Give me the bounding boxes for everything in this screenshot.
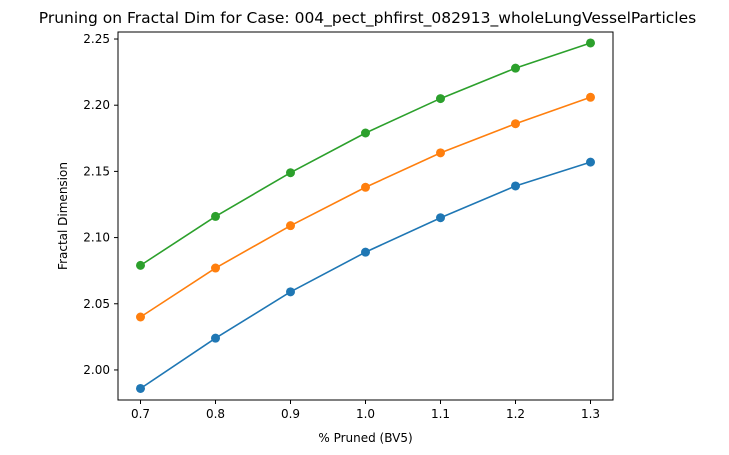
data-point [211, 211, 220, 221]
x-tick-label: 1.3 [581, 407, 600, 421]
series-2 [136, 92, 595, 322]
x-tick-label: 1.0 [356, 407, 375, 421]
data-point [211, 333, 220, 343]
data-point [286, 287, 295, 297]
data-point [511, 119, 520, 129]
chart-title: Pruning on Fractal Dim for Case: 004_pec… [39, 9, 696, 28]
data-point [136, 260, 145, 270]
series-1 [136, 157, 595, 393]
data-point [136, 312, 145, 322]
x-tick-label: 1.1 [431, 407, 450, 421]
data-point [586, 92, 595, 102]
x-tick-label: 0.9 [281, 407, 300, 421]
y-tick-label: 2.10 [83, 231, 110, 245]
data-point [586, 157, 595, 167]
x-tick-label: 1.2 [506, 407, 525, 421]
data-point [436, 213, 445, 223]
data-point [211, 263, 220, 273]
x-axis-label: % Pruned (BV5) [318, 431, 412, 445]
x-tick-label: 0.7 [131, 407, 150, 421]
x-tick-label: 0.8 [206, 407, 225, 421]
data-point [586, 38, 595, 48]
series-3 [136, 38, 595, 270]
y-tick-label: 2.20 [83, 98, 110, 112]
y-tick-label: 2.25 [83, 32, 110, 46]
data-point [286, 168, 295, 178]
data-point [436, 148, 445, 158]
data-point [361, 182, 370, 192]
data-point [286, 221, 295, 231]
axes: 0.7 0.8 0.9 1.0 1.1 1.2 1.3 2.00 2.05 2.10 2.15 2.2… [83, 31, 614, 421]
series-line [140, 42, 591, 267]
y-tick-label: 2.15 [83, 164, 110, 178]
data-point [511, 181, 520, 191]
data-point [361, 128, 370, 138]
data-point [136, 383, 145, 393]
y-axis-label: Fractal Dimension [56, 162, 70, 270]
y-tick-label: 2.00 [83, 363, 110, 377]
plot-frame [117, 31, 614, 401]
plot-area [136, 38, 595, 393]
data-point [436, 94, 445, 104]
data-point [511, 63, 520, 73]
y-tick-label: 2.05 [83, 297, 110, 311]
data-point [361, 247, 370, 257]
series-line [140, 161, 591, 390]
